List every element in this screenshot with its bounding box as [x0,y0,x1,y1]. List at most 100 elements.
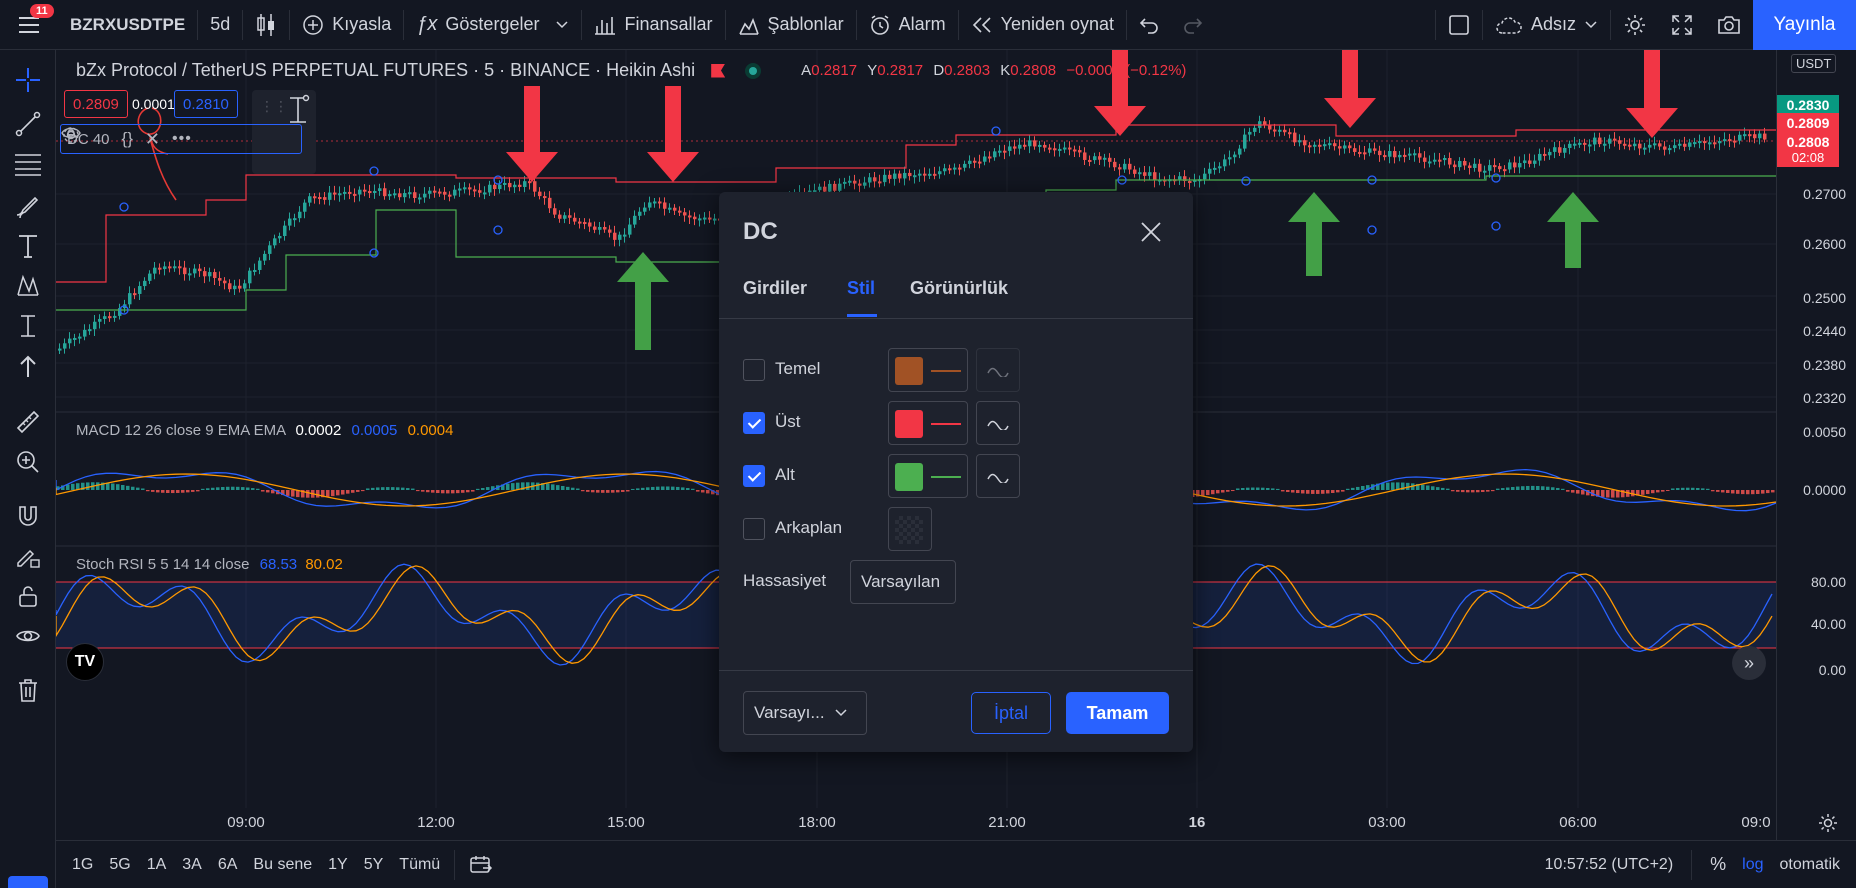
upper-checkbox[interactable] [743,412,765,434]
macd-legend[interactable]: MACD 12 26 close 9 EMA EMA 0.0002 0.0005… [76,422,453,439]
candle-body [163,266,167,270]
symbol-search-button[interactable]: BZRXUSDTPE [70,14,186,34]
range-ytd-button[interactable]: Bu sene [253,855,313,873]
log-scale-button[interactable]: log [1742,855,1764,873]
candle-body [1613,138,1617,141]
sell-price-button[interactable]: 0.2809 [64,90,128,118]
publish-button[interactable]: Yayınla [1753,0,1856,50]
flag-icon[interactable] [711,63,726,78]
settings-button[interactable] [1611,0,1659,50]
expand-panel-button[interactable] [8,876,48,888]
financials-button[interactable]: Finansallar [582,0,724,50]
lower-checkbox[interactable] [743,465,765,487]
basis-checkbox[interactable] [743,359,765,381]
axis-settings-icon[interactable] [1817,812,1839,834]
tab-style[interactable]: Stil [847,278,876,298]
ruler-tool[interactable] [14,408,42,436]
close-icon[interactable] [1139,220,1163,244]
text-tool[interactable] [14,232,42,260]
lock-drawings-tool[interactable] [14,542,42,570]
stoch-rsi-legend[interactable]: Stoch RSI 5 5 14 14 close 68.53 80.02 [76,556,343,573]
range-3m-button[interactable]: 3A [182,855,202,873]
brush-tool[interactable] [14,192,42,220]
trend-line-tool[interactable] [14,110,42,138]
range-all-button[interactable]: Tümü [399,855,441,873]
compare-button[interactable]: Kıyasla [290,0,403,50]
interval-button[interactable]: 5d [210,14,231,34]
background-checkbox[interactable] [743,518,765,540]
magnet-tool[interactable] [14,502,42,530]
more-icon[interactable]: ••• [171,130,192,147]
candle-body [108,316,112,319]
redo-button[interactable] [1171,0,1215,50]
range-5y-button[interactable]: 5Y [363,855,384,873]
calendar-range-icon[interactable] [469,854,493,876]
macd-histogram-bar [586,490,590,492]
fullscreen-button[interactable] [1659,0,1705,50]
measure-tool[interactable] [14,312,42,340]
lower-color-button[interactable] [888,454,968,498]
background-color-button[interactable] [888,507,932,551]
gear-icon[interactable] [61,125,81,145]
indicators-button[interactable]: ƒx Göstergeler [404,0,581,50]
layout-select-button[interactable] [1436,0,1482,50]
chevron-down-icon[interactable] [555,20,569,30]
tradingview-logo[interactable]: TV [66,643,104,681]
defaults-select[interactable]: Varsayı... [743,691,867,735]
crosshair-tool[interactable] [14,66,42,94]
save-layout-button[interactable]: Adsız [1483,0,1610,50]
upper-plot-style-button[interactable] [976,401,1020,445]
lock-tool[interactable] [14,582,42,610]
buy-price-button[interactable]: 0.2810 [174,90,238,118]
zoom-tool[interactable] [14,448,42,476]
dc-indicator-legend[interactable]: DC 40 {} ✕ ••• [60,124,302,154]
series-title[interactable]: bZx Protocol / TetherUS PERPETUAL FUTURE… [76,60,696,80]
divider [1434,9,1436,40]
lower-plot-style-button[interactable] [976,454,1020,498]
macd-histogram-bar [661,486,665,490]
currency-label[interactable]: USDT [1791,54,1837,73]
range-1m-button[interactable]: 1A [146,855,167,873]
hide-drawings-tool[interactable] [14,622,42,650]
tab-visibility[interactable]: Görünürlük [910,278,1008,298]
price-axis[interactable]: USDT 0.2700 0.2600 0.2500 0.2440 0.2380 … [1776,50,1856,840]
menu-button[interactable]: 11 [0,0,58,50]
cancel-button[interactable]: İptal [971,692,1051,734]
auto-scale-button[interactable]: otomatik [1779,855,1840,873]
pattern-tool[interactable] [14,272,42,300]
time-axis[interactable]: 09:00 12:00 15:00 18:00 21:00 16 03:00 0… [56,808,1776,838]
source-code-icon[interactable]: {} [121,129,133,148]
chart-type-button[interactable] [243,0,289,50]
order-size-icon[interactable] [284,94,312,126]
range-5d-button[interactable]: 5G [109,855,131,873]
macd-histogram-bar [676,486,680,490]
ok-button[interactable]: Tamam [1066,692,1169,734]
arrow-tool[interactable] [14,352,42,380]
candle-body [863,182,867,186]
clock-button[interactable]: 10:57:52 (UTC+2) [1544,855,1674,873]
precision-select[interactable]: Varsayılan [850,560,956,604]
alert-button[interactable]: Alarm [857,0,958,50]
percent-scale-button[interactable]: % [1710,854,1727,874]
basis-color-button[interactable] [888,348,968,392]
ohlc-close: 0.2808 [1010,62,1057,79]
macd-histogram-bar [281,490,285,496]
snapshot-button[interactable] [1705,0,1753,50]
undo-button[interactable] [1127,0,1171,50]
scroll-to-realtime-button[interactable]: » [1732,646,1766,680]
macd-histogram-bar [476,488,480,490]
close-icon[interactable]: ✕ [144,128,160,149]
range-1d-button[interactable]: 1G [72,855,94,873]
fib-tool[interactable] [14,150,42,178]
basis-plot-style-button[interactable] [976,348,1020,392]
range-1y-button[interactable]: 1Y [328,855,348,873]
remove-drawings-tool[interactable] [14,676,42,704]
templates-button[interactable]: Şablonlar [726,0,856,50]
macd-histogram-bar [1286,490,1290,492]
tab-inputs[interactable]: Girdiler [743,278,808,298]
upper-color-button[interactable] [888,401,968,445]
macd-histogram-bar [696,490,700,492]
drag-handle-icon[interactable]: ⋮⋮ [260,98,288,114]
range-6m-button[interactable]: 6A [217,855,238,873]
replay-button[interactable]: Yeniden oynat [959,0,1126,50]
